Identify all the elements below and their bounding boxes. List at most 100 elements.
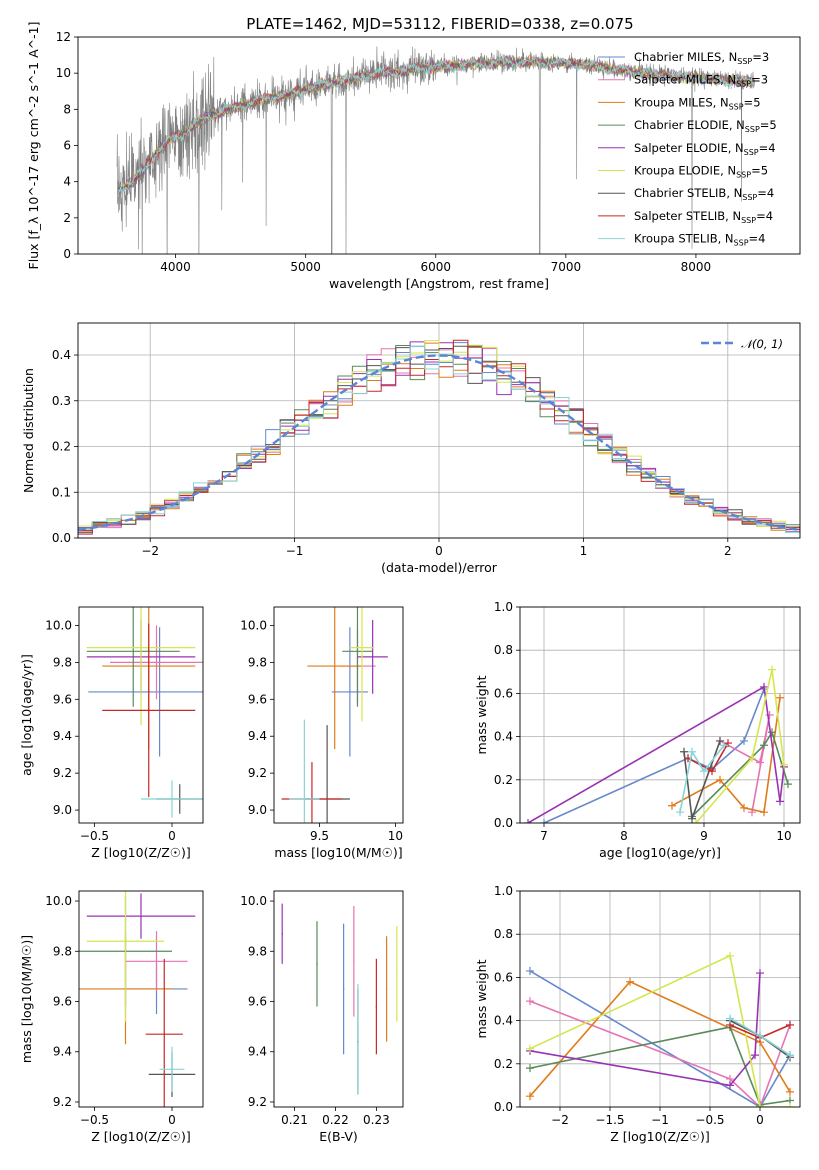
mass-weight-marker <box>786 1103 794 1107</box>
errorbar-point <box>396 973 398 975</box>
model-spectrum-salpeter-elodie <box>117 56 755 192</box>
legend-entry-nssp: 5 <box>761 164 768 178</box>
legend-entry-eq: = <box>749 232 759 246</box>
mass-weight-marker <box>726 1014 734 1023</box>
mass-weight-marker <box>780 760 788 769</box>
legend-entry-sep: , N <box>718 232 734 246</box>
legend-entry-name: Salpeter ELODIE <box>634 141 728 155</box>
mass-weight-marker <box>526 1064 534 1073</box>
figure-title: PLATE=1462, MJD=53112, FIBERID=0338, z=0… <box>246 15 633 33</box>
mass-vs-ebv-panel: 0.21 0.22 0.23 9.2 9.4 9.6 9.8 10.0 E(B-V) <box>240 890 404 1144</box>
y-tick-label: 9.2 <box>53 766 72 780</box>
x-tick-label: 0 <box>435 544 443 558</box>
y-tick-label: 1.0 <box>494 884 513 898</box>
errorbar-point <box>132 650 135 653</box>
errorbar-point <box>303 798 306 800</box>
y-tick-label: 9.2 <box>248 766 267 780</box>
axes-frame <box>78 606 204 824</box>
mass-weight-series-kroupa-elodie <box>695 669 785 823</box>
y-tick-label: 0.4 <box>494 730 513 744</box>
errorbar-point <box>353 960 355 963</box>
mass-weight-marker <box>756 1031 764 1040</box>
legend-entry-name: Salpeter STELIB <box>634 209 725 223</box>
errorbar-point <box>357 1038 359 1040</box>
mass-weight-series-chabrier-elodie <box>691 730 789 818</box>
x-tick-label: 4000 <box>160 260 191 274</box>
legend-entry-sep: , N <box>726 186 742 200</box>
y-tick-label: 9.2 <box>248 1095 267 1109</box>
legend-entry-sep: , N <box>713 95 729 109</box>
errorbar-point <box>171 1068 173 1071</box>
legend-entry-sub: SSP <box>736 171 751 180</box>
errorbar-point <box>361 646 363 649</box>
mass-weight-marker <box>786 1087 794 1096</box>
mass-weight-marker <box>680 747 688 756</box>
legend-entry-eq: = <box>744 95 754 109</box>
legend-entry-sub: SSP <box>729 102 744 111</box>
x-tick-label: 1 <box>580 544 588 558</box>
y-tick-label: 0.0 <box>494 816 513 830</box>
legend-entry: Salpeter ELODIE, NSSP=4 <box>634 141 776 157</box>
x-tick-label: 7000 <box>551 260 582 274</box>
x-tick-label: −2 <box>551 1113 569 1127</box>
legend-entry-nssp: 4 <box>768 141 775 155</box>
mass-weight-marker <box>786 1051 794 1060</box>
x-tick-label: 9.5 <box>310 829 329 843</box>
axes-frame <box>519 606 801 824</box>
legend-entry: Kroupa ELODIE, NSSP=5 <box>634 164 768 180</box>
x-tick-label: 0.23 <box>363 1113 390 1127</box>
mass-weight-marker <box>740 803 748 812</box>
errorbar-point <box>124 940 127 943</box>
y-tick-label: 9.6 <box>248 692 267 706</box>
legend-entry-sub: SSP <box>741 216 756 225</box>
y-tick-label: 0.0 <box>494 1100 513 1114</box>
y-tick-label: 9.6 <box>53 995 72 1009</box>
legend-entry-name: Kroupa MILES <box>634 95 713 109</box>
mass-weight-series-kroupa-stelib <box>679 744 725 813</box>
errorbar-point <box>333 665 336 667</box>
mass-weight-marker <box>726 951 734 960</box>
spectrum-panel: 4000 5000 6000 7000 8000 0 2 4 6 8 10 12 wavelength … <box>26 22 801 291</box>
errorbar-point <box>155 960 158 963</box>
legend-entry-sep: , N <box>721 50 737 64</box>
errorbar-point <box>140 915 142 917</box>
errorbar-point <box>163 1033 166 1035</box>
mass-weight-marker <box>756 969 764 978</box>
y-tick-label: 0.1 <box>52 485 71 499</box>
legend-entry-eq: = <box>752 50 762 64</box>
mass-weight-series-chabrier-elodie <box>529 1026 791 1106</box>
x-tick-label: 8000 <box>681 260 712 274</box>
mass-weight-marker <box>726 1081 734 1090</box>
y-tick-label: 0.8 <box>494 927 513 941</box>
legend-entry: Chabrier ELODIE, NSSP=5 <box>634 118 777 134</box>
legend-entry-name: Kroupa ELODIE <box>634 164 720 178</box>
mass-weight-marker <box>716 736 724 745</box>
legend-entry: Kroupa STELIB, NSSP=4 <box>634 232 766 248</box>
y-tick-label: 9.8 <box>53 655 72 669</box>
x-tick-label: −2 <box>141 544 159 558</box>
mass-weight-marker <box>720 741 728 750</box>
legend-entry-name: Salpeter MILES <box>634 73 720 87</box>
legend-entry: Salpeter STELIB, NSSP=4 <box>634 209 773 225</box>
legend-entry: Salpeter MILES, NSSP=3 <box>634 73 768 89</box>
x-tick-label: 5000 <box>290 260 321 274</box>
mass-weight-series-chabrier-miles <box>529 970 791 1107</box>
x-tick-label: −1 <box>651 1113 669 1127</box>
axes-frame <box>519 890 801 1108</box>
y-tick-label: 0.6 <box>494 686 513 700</box>
x-tick-label: −1.5 <box>595 1113 624 1127</box>
legend-entry: Chabrier MILES, NSSP=3 <box>634 50 769 66</box>
x-axis-label: Z [log10(Z/Z☉)] <box>91 1129 191 1144</box>
y-tick-label: 10.0 <box>45 894 72 908</box>
y-tick-label: 9.4 <box>53 729 72 743</box>
x-tick-label: −0.5 <box>80 829 109 843</box>
y-tick-label: 1.0 <box>494 600 513 614</box>
x-tick-label: 8 <box>620 829 628 843</box>
legend-entry-eq: = <box>757 186 767 200</box>
legend-entry-eq: = <box>760 118 770 132</box>
mass-weight-marker <box>716 775 724 784</box>
x-axis-label: wavelength [Angstrom, rest frame] <box>329 276 549 291</box>
legend-entry-sub: SSP <box>744 148 759 157</box>
errorbar-point <box>349 691 351 693</box>
x-tick-label: 10 <box>388 829 403 843</box>
